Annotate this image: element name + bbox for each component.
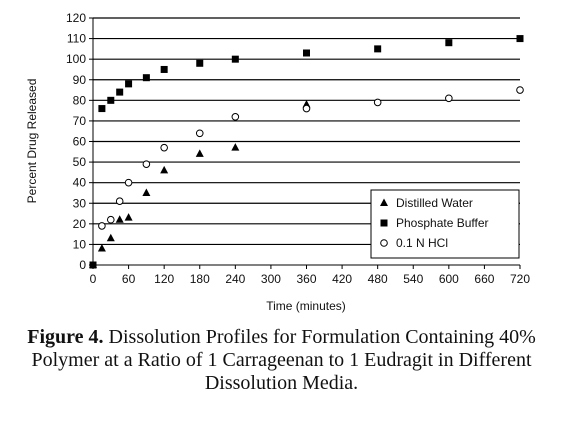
x-tick-label: 420	[332, 272, 352, 286]
circle-point	[516, 86, 524, 94]
square-point	[445, 39, 453, 47]
triangle-point	[142, 188, 151, 196]
x-tick-label: 540	[403, 272, 423, 286]
square-point	[116, 88, 124, 96]
square-point	[160, 65, 168, 73]
square-point	[98, 105, 106, 113]
y-tick-label: 10	[73, 237, 87, 251]
y-tick-label: 50	[73, 155, 87, 169]
circle-point	[231, 113, 240, 121]
y-tick-label: 60	[73, 135, 87, 149]
square-point	[142, 74, 150, 82]
y-tick-label: 90	[73, 73, 87, 87]
legend-square-icon	[380, 219, 388, 227]
triangle-point	[231, 143, 240, 151]
figure-label: Figure 4.	[27, 326, 104, 348]
data-points	[89, 35, 524, 269]
x-tick-label: 480	[368, 272, 388, 286]
y-tick-label: 0	[79, 258, 86, 272]
triangle-point	[160, 165, 169, 174]
square-point	[231, 55, 239, 63]
legend-box	[370, 189, 520, 259]
figure-caption: Figure 4. Dissolution Profiles for Formu…	[8, 326, 555, 395]
legend-label: Phosphate Buffer	[396, 216, 489, 230]
circle-point	[106, 215, 115, 224]
y-tick-label: 20	[73, 217, 87, 231]
x-tick-label: 0	[90, 272, 97, 286]
y-tick-labels: 0 10 20 30 40 50 60 70 80 90 100 110 120	[66, 11, 86, 272]
x-tick-label: 660	[474, 272, 494, 286]
legend: Distilled Water Phosphate Buffer 0.1 N HCl	[370, 189, 520, 259]
circle-point	[142, 160, 151, 168]
legend-circle-icon	[380, 239, 388, 247]
y-tick-label: 120	[66, 11, 86, 25]
triangle-point	[195, 149, 204, 157]
figure-caption-text: Dissolution Profiles for Formulation Con…	[31, 326, 536, 394]
triangle-point	[106, 233, 115, 242]
circle-point	[302, 104, 311, 113]
x-tick-label: 60	[122, 272, 136, 286]
circle-point	[445, 94, 453, 103]
y-tick-label: 40	[73, 176, 87, 190]
square-point	[196, 59, 204, 67]
square-point	[516, 35, 524, 43]
circle-point	[98, 222, 106, 230]
y-tick-label: 70	[73, 114, 87, 128]
square-point	[303, 49, 310, 57]
square-point	[374, 45, 382, 53]
square-point	[107, 96, 115, 104]
legend-label: 0.1 N HCl	[396, 236, 448, 250]
triangle-point	[115, 215, 124, 223]
x-tick-label: 360	[296, 272, 316, 286]
x-tick-label: 240	[225, 272, 245, 286]
y-tick-label: 80	[73, 93, 87, 107]
legend-triangle-icon	[380, 198, 388, 206]
circle-point	[115, 197, 124, 205]
x-tick-label: 180	[190, 272, 210, 286]
x-tick-label: 120	[154, 272, 174, 286]
x-tick-labels: 0 60 120 180 240 300 360 420 480 540 600 660 720	[90, 272, 531, 286]
square-point	[89, 261, 97, 269]
y-axis-title: Percent Drug Released	[25, 79, 39, 204]
circle-point	[373, 98, 382, 107]
circle-point	[124, 178, 133, 187]
x-axis-title: Time (minutes)	[266, 299, 346, 313]
x-tick-label: 720	[510, 272, 530, 286]
x-tick-label: 300	[261, 272, 281, 286]
chart: 0 10 20 30 40 50 60 70 80 90 100 110 120 0 60 120 180 24…	[25, 11, 531, 313]
axes	[89, 17, 521, 269]
triangle-point	[124, 213, 133, 221]
circle-point	[160, 143, 168, 152]
square-point	[125, 80, 133, 88]
x-tick-label: 600	[439, 272, 459, 286]
circle-point	[195, 129, 204, 138]
y-tick-label: 100	[66, 52, 86, 66]
triangle-point	[97, 244, 106, 252]
grid-lines	[93, 17, 520, 246]
y-tick-label: 110	[67, 32, 86, 46]
legend-label: Distilled Water	[396, 196, 473, 210]
y-tick-label: 30	[73, 196, 87, 210]
